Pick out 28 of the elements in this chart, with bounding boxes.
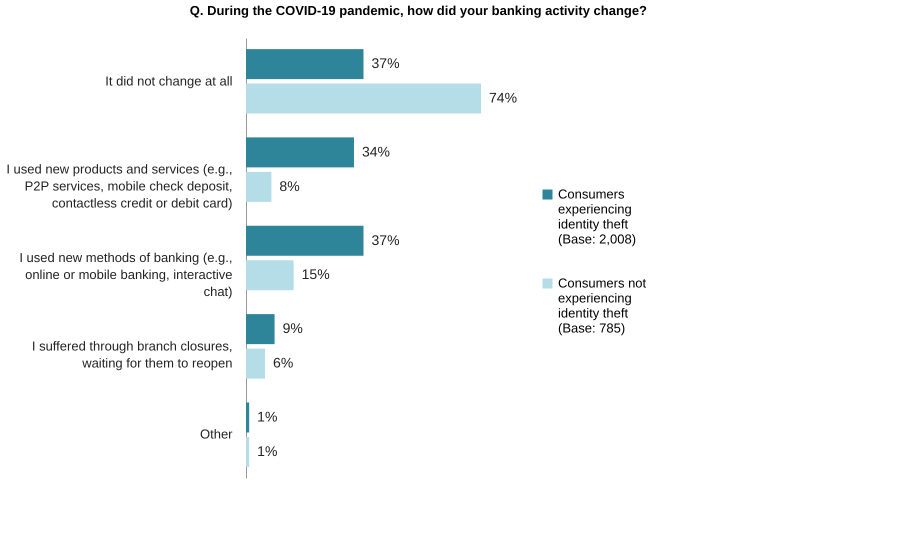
- y-tick-label: I used new methods of banking (e.g., online or mobile banking, interactive chat): [19, 250, 232, 299]
- bar: [246, 84, 481, 114]
- y-tick-label: It did not change at all: [105, 73, 233, 88]
- y-tick-label: I used new products and services (e.g., P2P services, mobile check deposit, contactless credit or debit card): [6, 162, 232, 211]
- data-label: 1%: [257, 442, 278, 459]
- bar: [246, 436, 250, 467]
- data-label: 34%: [362, 143, 390, 160]
- data-label: 37%: [372, 232, 400, 248]
- bar: [246, 226, 364, 256]
- bar: [246, 314, 275, 344]
- y-tick-label: Other: [200, 426, 234, 442]
- legend-label: Consumers not experiencing identity theft (Base: 785): [558, 276, 647, 336]
- bar: [246, 348, 266, 379]
- bar: [246, 260, 294, 290]
- bar: [246, 402, 250, 432]
- data-label: 8%: [279, 178, 300, 194]
- data-label: 9%: [282, 320, 303, 336]
- data-label: 37%: [372, 55, 400, 72]
- data-label: 15%: [302, 266, 330, 282]
- chart-title: Q. During the COVID-19 pandemic, how did your banking activity change?: [190, 3, 648, 18]
- bar: [246, 172, 272, 202]
- y-tick-label: I suffered through branch closures, waiting for them to reopen: [32, 338, 232, 370]
- legend-label: Consumers experiencing identity theft (Base: 2,008): [558, 186, 636, 246]
- data-label: 1%: [257, 408, 278, 424]
- bar: [246, 137, 354, 168]
- data-label: 6%: [273, 354, 294, 371]
- bar: [246, 49, 364, 80]
- data-label: 74%: [489, 90, 518, 106]
